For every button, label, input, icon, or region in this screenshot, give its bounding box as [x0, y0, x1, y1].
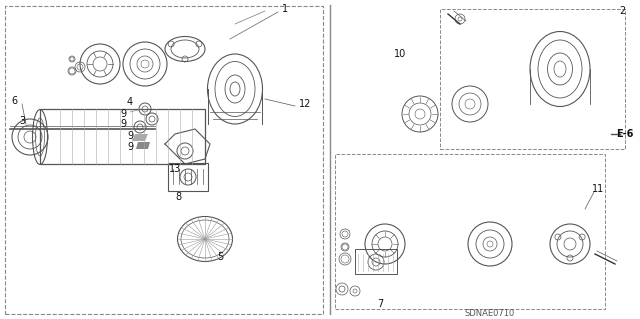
Text: 12: 12: [299, 99, 311, 109]
Text: 5: 5: [217, 252, 223, 262]
Text: 6: 6: [11, 96, 17, 106]
Bar: [168, 163, 208, 191]
Text: 1: 1: [282, 4, 288, 14]
Text: 10: 10: [394, 49, 406, 59]
Text: 4: 4: [127, 97, 133, 107]
Text: 3: 3: [19, 116, 25, 126]
Text: 11: 11: [592, 184, 604, 194]
Polygon shape: [136, 142, 150, 149]
Text: 7: 7: [377, 299, 383, 309]
Text: 9: 9: [120, 109, 126, 119]
Text: E-6: E-6: [616, 129, 634, 139]
Polygon shape: [132, 134, 148, 141]
Text: 9: 9: [127, 131, 133, 141]
Bar: [40, 109, 205, 164]
Text: 2: 2: [619, 6, 625, 16]
Text: 9: 9: [127, 142, 133, 152]
Bar: [355, 249, 397, 274]
Text: SDNAE0710: SDNAE0710: [465, 308, 515, 317]
Text: 8: 8: [175, 192, 181, 202]
Text: 13: 13: [169, 164, 181, 174]
Text: 9: 9: [120, 119, 126, 129]
